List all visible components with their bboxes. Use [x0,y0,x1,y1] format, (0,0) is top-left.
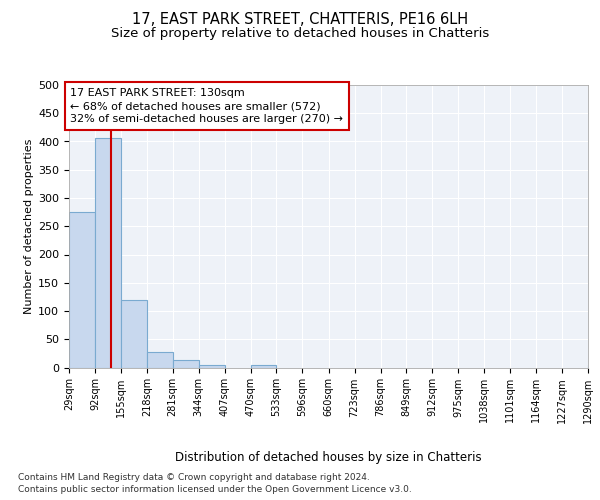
Bar [173,360,199,368]
Bar [147,352,173,368]
Bar [121,300,147,368]
Bar [251,364,277,368]
Bar [95,138,121,368]
Text: Contains HM Land Registry data © Crown copyright and database right 2024.: Contains HM Land Registry data © Crown c… [18,472,370,482]
Bar [69,212,95,368]
Text: 17 EAST PARK STREET: 130sqm
← 68% of detached houses are smaller (572)
32% of se: 17 EAST PARK STREET: 130sqm ← 68% of det… [70,88,343,124]
Text: Contains public sector information licensed under the Open Government Licence v3: Contains public sector information licen… [18,485,412,494]
Y-axis label: Number of detached properties: Number of detached properties [24,138,34,314]
Text: 17, EAST PARK STREET, CHATTERIS, PE16 6LH: 17, EAST PARK STREET, CHATTERIS, PE16 6L… [132,12,468,28]
Bar [588,364,600,368]
Text: Distribution of detached houses by size in Chatteris: Distribution of detached houses by size … [175,451,482,464]
Text: Size of property relative to detached houses in Chatteris: Size of property relative to detached ho… [111,28,489,40]
Bar [199,364,224,368]
